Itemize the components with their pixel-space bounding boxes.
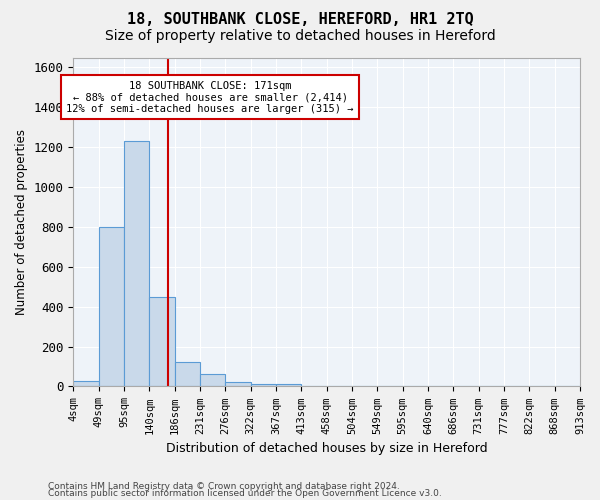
Y-axis label: Number of detached properties: Number of detached properties <box>15 129 28 315</box>
Bar <box>73 382 98 386</box>
Bar <box>200 374 225 386</box>
Bar <box>175 362 200 386</box>
Text: Contains public sector information licensed under the Open Government Licence v3: Contains public sector information licen… <box>48 489 442 498</box>
X-axis label: Distribution of detached houses by size in Hereford: Distribution of detached houses by size … <box>166 442 487 455</box>
Text: 18 SOUTHBANK CLOSE: 171sqm
← 88% of detached houses are smaller (2,414)
12% of s: 18 SOUTHBANK CLOSE: 171sqm ← 88% of deta… <box>67 80 354 114</box>
Bar <box>251 384 276 386</box>
Text: 18, SOUTHBANK CLOSE, HEREFORD, HR1 2TQ: 18, SOUTHBANK CLOSE, HEREFORD, HR1 2TQ <box>127 12 473 28</box>
Bar <box>225 382 251 386</box>
Bar <box>276 384 301 386</box>
Text: Contains HM Land Registry data © Crown copyright and database right 2024.: Contains HM Land Registry data © Crown c… <box>48 482 400 491</box>
Bar <box>98 227 124 386</box>
Text: Size of property relative to detached houses in Hereford: Size of property relative to detached ho… <box>104 29 496 43</box>
Bar <box>149 296 175 386</box>
Bar <box>124 141 149 386</box>
